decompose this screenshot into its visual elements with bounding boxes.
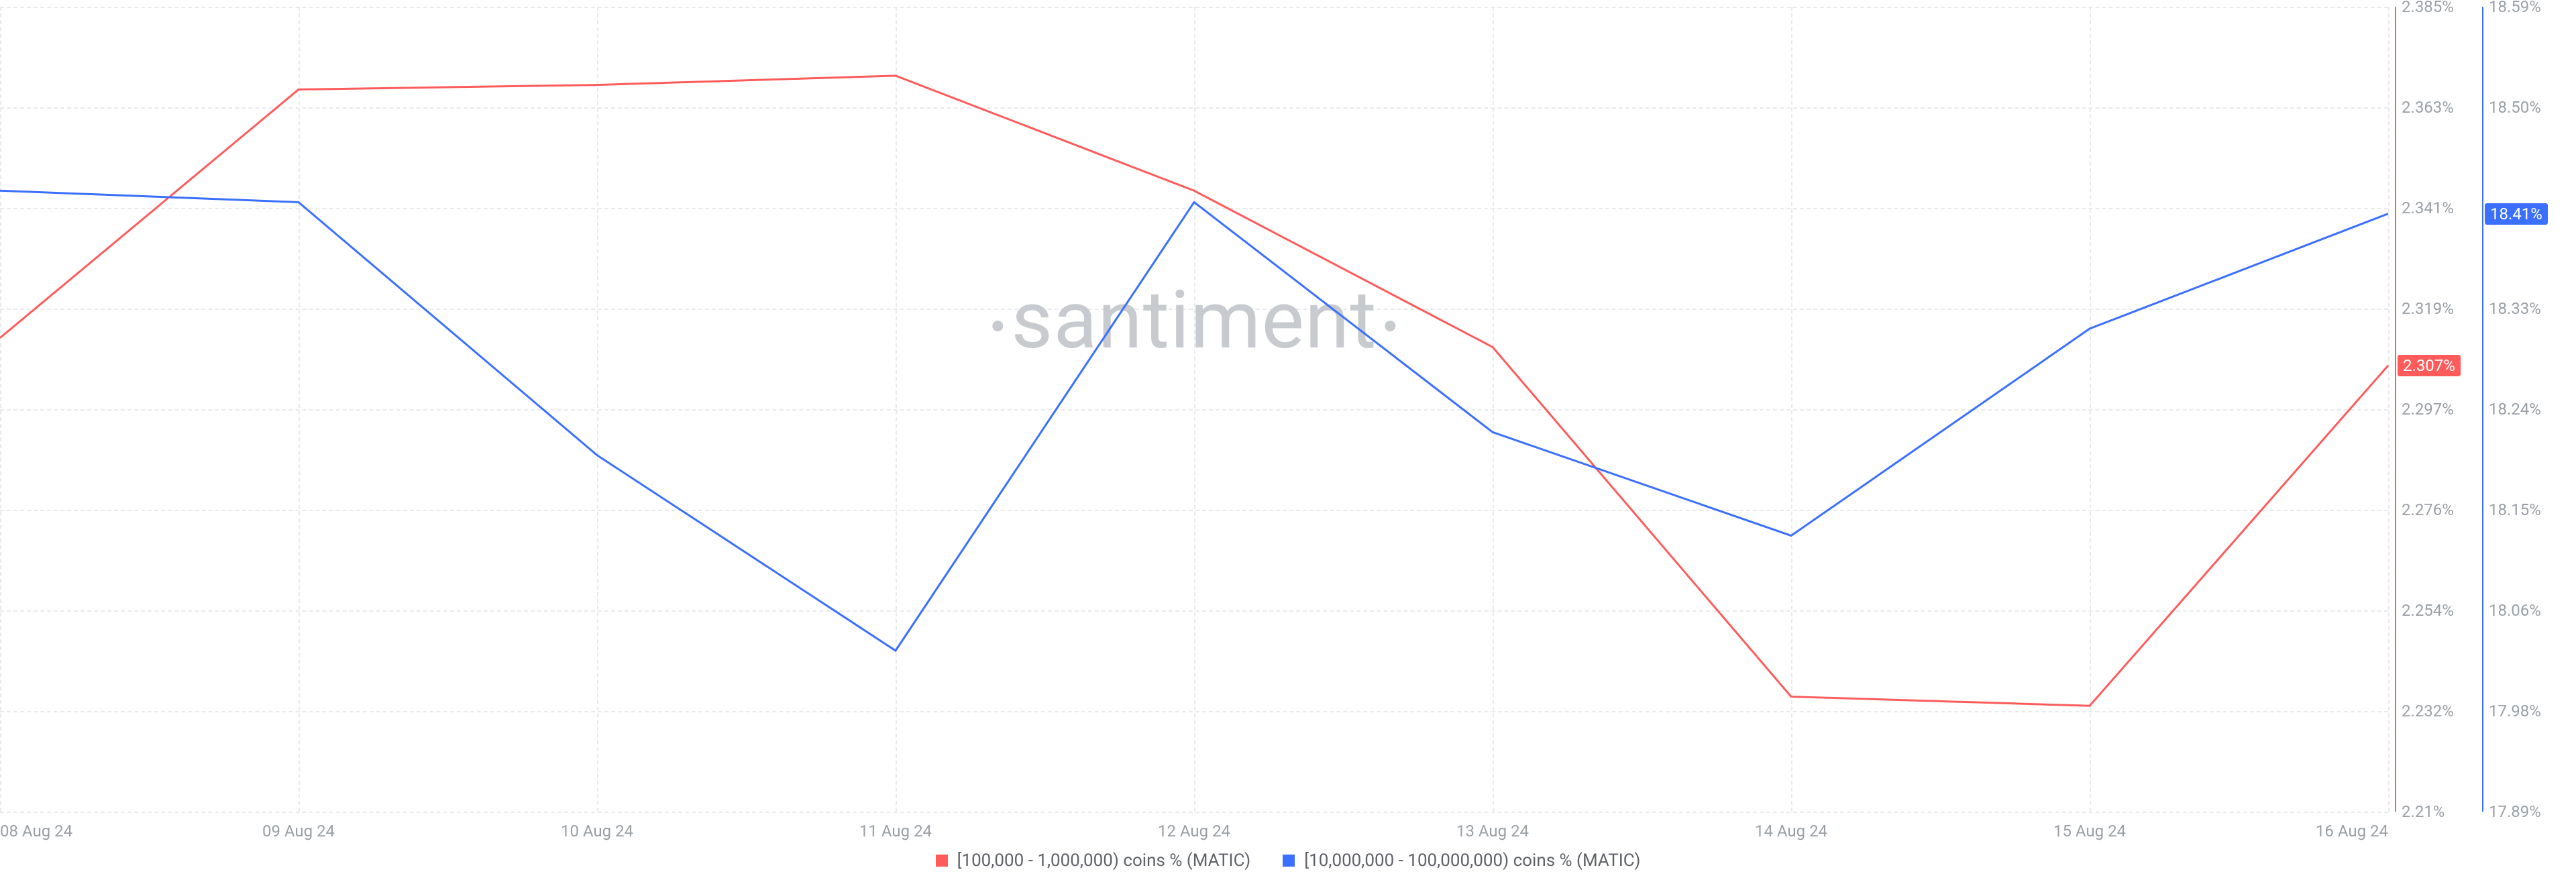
y-left-label: 2.276% [2402, 500, 2454, 519]
y-right-label: 18.33% [2489, 299, 2541, 318]
x-axis-label: 12 Aug 24 [1158, 822, 1230, 840]
x-axis-label: 09 Aug 24 [262, 822, 335, 840]
legend-swatch-icon [1283, 855, 1295, 867]
series-a-line [0, 76, 2388, 706]
legend-swatch-icon [936, 855, 948, 867]
y-right-axis-line [2482, 7, 2483, 812]
y-left-label: 2.21% [2402, 802, 2445, 821]
series-b-value-badge: 18.41% [2485, 203, 2548, 225]
series-svg [0, 7, 2388, 812]
y-right-label: 18.06% [2489, 601, 2541, 620]
legend-item: [10,000,000 - 100,000,000) coins % (MATI… [1283, 851, 1640, 871]
legend-label: [10,000,000 - 100,000,000) coins % (MATI… [1304, 851, 1640, 871]
x-axis-label: 11 Aug 24 [859, 822, 932, 840]
y-left-label: 2.254% [2402, 601, 2454, 620]
y-left-label: 2.297% [2402, 400, 2454, 419]
y-left-axis-line [2395, 7, 2396, 812]
x-axis-label: 15 Aug 24 [2053, 822, 2126, 840]
grid-vertical [2388, 7, 2390, 812]
y-right-label: 18.59% [2489, 0, 2541, 16]
x-axis-label: 14 Aug 24 [1755, 822, 1827, 840]
y-right-label: 17.89% [2489, 802, 2541, 821]
legend-label: [100,000 - 1,000,000) coins % (MATIC) [957, 851, 1251, 871]
x-axis-label: 16 Aug 24 [2316, 822, 2388, 840]
x-axis-label: 13 Aug 24 [1456, 822, 1529, 840]
x-axis-label: 10 Aug 24 [561, 822, 633, 840]
y-right-label: 18.24% [2489, 400, 2541, 419]
x-axis-label: 08 Aug 24 [0, 822, 72, 840]
y-left-label: 2.385% [2402, 0, 2454, 16]
y-left-label: 2.341% [2402, 199, 2454, 217]
grid-horizontal [0, 812, 2388, 813]
chart-container: 08 Aug 24 09 Aug 24 10 Aug 24 11 Aug 24 12 A… [0, 0, 2576, 872]
y-right-label: 17.98% [2489, 702, 2541, 720]
y-left-label: 2.232% [2402, 702, 2454, 720]
y-right-label: 18.15% [2489, 500, 2541, 519]
y-left-label: 2.363% [2402, 98, 2454, 117]
series-a-value-badge: 2.307% [2398, 355, 2461, 376]
legend: [100,000 - 1,000,000) coins % (MATIC) [10… [0, 851, 2576, 871]
y-right-label: 18.50% [2489, 98, 2541, 117]
legend-item: [100,000 - 1,000,000) coins % (MATIC) [936, 851, 1251, 871]
series-b-line [0, 190, 2388, 651]
y-left-label: 2.319% [2402, 299, 2454, 318]
